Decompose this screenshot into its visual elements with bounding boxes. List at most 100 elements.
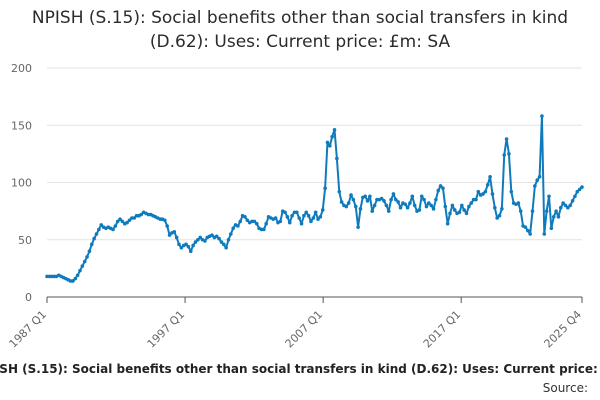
data-point[interactable] bbox=[196, 237, 200, 242]
data-point[interactable] bbox=[71, 279, 75, 283]
data-point[interactable] bbox=[262, 227, 266, 232]
data-point[interactable] bbox=[549, 226, 554, 231]
data-point[interactable] bbox=[530, 209, 535, 213]
data-point[interactable] bbox=[330, 134, 334, 139]
data-point[interactable] bbox=[245, 218, 250, 223]
data-point[interactable] bbox=[353, 204, 358, 209]
data-point[interactable] bbox=[528, 232, 532, 236]
data-point[interactable] bbox=[167, 233, 172, 237]
data-point[interactable] bbox=[273, 216, 278, 220]
data-point[interactable] bbox=[403, 202, 408, 207]
data-point[interactable] bbox=[507, 152, 511, 156]
data-point[interactable] bbox=[417, 208, 422, 212]
data-point[interactable] bbox=[188, 249, 193, 253]
data-point[interactable] bbox=[443, 204, 448, 209]
data-point[interactable] bbox=[365, 199, 370, 203]
data-point[interactable] bbox=[179, 245, 184, 250]
data-point[interactable] bbox=[537, 174, 542, 179]
data-point[interactable] bbox=[573, 194, 577, 199]
data-point[interactable] bbox=[75, 273, 80, 278]
data-point[interactable] bbox=[94, 232, 99, 236]
data-point[interactable] bbox=[580, 185, 584, 189]
data-point[interactable] bbox=[283, 210, 287, 215]
data-point[interactable] bbox=[384, 203, 389, 208]
data-point[interactable] bbox=[556, 215, 561, 219]
data-point[interactable] bbox=[287, 220, 292, 225]
data-point[interactable] bbox=[306, 213, 311, 218]
data-point[interactable] bbox=[386, 209, 391, 213]
data-point[interactable] bbox=[382, 199, 386, 203]
data-point[interactable] bbox=[111, 227, 115, 232]
data-point[interactable] bbox=[474, 197, 478, 202]
data-point[interactable] bbox=[363, 194, 367, 199]
data-point[interactable] bbox=[372, 203, 377, 208]
data-point[interactable] bbox=[80, 264, 85, 268]
data-point[interactable] bbox=[493, 205, 497, 210]
data-point[interactable] bbox=[497, 213, 502, 218]
data-point[interactable] bbox=[332, 128, 337, 132]
data-point[interactable] bbox=[438, 184, 443, 188]
data-point[interactable] bbox=[464, 211, 469, 216]
data-point[interactable] bbox=[139, 212, 144, 217]
data-point[interactable] bbox=[295, 210, 299, 215]
data-point[interactable] bbox=[290, 213, 294, 218]
data-point[interactable] bbox=[485, 182, 490, 187]
data-point[interactable] bbox=[561, 201, 565, 205]
data-point[interactable] bbox=[441, 186, 445, 191]
data-point[interactable] bbox=[217, 236, 221, 241]
data-point[interactable] bbox=[554, 209, 558, 213]
data-point[interactable] bbox=[502, 153, 507, 157]
data-point[interactable] bbox=[177, 242, 181, 247]
data-point[interactable] bbox=[318, 215, 323, 219]
data-point[interactable] bbox=[328, 144, 332, 148]
data-point[interactable] bbox=[264, 221, 268, 226]
data-point[interactable] bbox=[285, 215, 290, 219]
data-point[interactable] bbox=[335, 156, 339, 161]
data-point[interactable] bbox=[198, 235, 202, 240]
data-point[interactable] bbox=[118, 217, 122, 221]
data-point[interactable] bbox=[325, 140, 330, 145]
data-point[interactable] bbox=[78, 268, 82, 273]
data-point[interactable] bbox=[304, 210, 309, 215]
data-point[interactable] bbox=[210, 233, 214, 237]
data-point[interactable] bbox=[518, 209, 523, 213]
data-point[interactable] bbox=[523, 225, 528, 229]
data-point[interactable] bbox=[469, 201, 474, 205]
data-point[interactable] bbox=[356, 225, 360, 229]
data-point[interactable] bbox=[566, 205, 570, 210]
data-point[interactable] bbox=[535, 178, 540, 183]
data-point[interactable] bbox=[115, 219, 120, 224]
data-point[interactable] bbox=[193, 240, 198, 244]
data-point[interactable] bbox=[99, 223, 104, 227]
data-point[interactable] bbox=[370, 209, 375, 213]
data-point[interactable] bbox=[172, 229, 177, 234]
data-point[interactable] bbox=[316, 217, 320, 221]
data-point[interactable] bbox=[226, 237, 231, 242]
data-point[interactable] bbox=[410, 194, 415, 199]
data-point[interactable] bbox=[311, 216, 316, 220]
data-point[interactable] bbox=[500, 207, 504, 211]
data-point[interactable] bbox=[92, 236, 96, 241]
data-point[interactable] bbox=[243, 215, 247, 219]
data-point[interactable] bbox=[191, 243, 195, 248]
data-point[interactable] bbox=[452, 208, 457, 212]
data-point[interactable] bbox=[120, 219, 125, 224]
data-point[interactable] bbox=[504, 137, 509, 141]
data-point[interactable] bbox=[339, 200, 344, 204]
data-point[interactable] bbox=[542, 232, 547, 236]
data-point[interactable] bbox=[229, 232, 233, 236]
data-point[interactable] bbox=[525, 228, 530, 233]
data-point[interactable] bbox=[575, 189, 580, 194]
data-point[interactable] bbox=[85, 255, 89, 259]
data-point[interactable] bbox=[89, 242, 94, 247]
data-point[interactable] bbox=[323, 186, 327, 191]
data-point[interactable] bbox=[436, 188, 441, 193]
data-point[interactable] bbox=[238, 219, 243, 224]
data-point[interactable] bbox=[221, 242, 226, 247]
data-point[interactable] bbox=[87, 249, 92, 253]
data-point[interactable] bbox=[476, 189, 481, 194]
data-point[interactable] bbox=[462, 208, 466, 212]
data-point[interactable] bbox=[445, 221, 450, 226]
data-point[interactable] bbox=[467, 204, 471, 209]
data-point[interactable] bbox=[231, 226, 235, 231]
